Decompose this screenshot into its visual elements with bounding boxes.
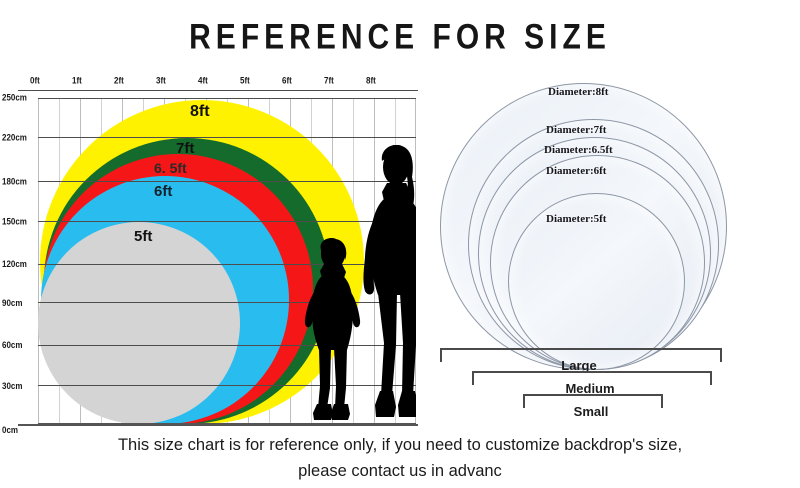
y-tick-30cm: 30cm [2, 381, 23, 392]
y-tick-220cm: 220cm [2, 132, 27, 143]
child-silhouette [304, 238, 361, 420]
diameter-disc-panel: Diameter:8ft Diameter:7ft Diameter:6.5ft… [430, 55, 740, 375]
disc-label-6.5ft: Diameter:6.5ft [544, 144, 613, 156]
x-tick-7ft: 7ft [324, 75, 334, 86]
y-tick-0cm: 0cm [2, 425, 19, 436]
x-axis-line [18, 90, 418, 91]
y-tick-120cm: 120cm [2, 259, 27, 270]
y-tick-90cm: 90cm [2, 298, 23, 309]
bracket-small-span [523, 394, 663, 408]
ring-label-6.5ft: 6. 5ft [154, 160, 187, 176]
page-title: REFERENCE FOR SIZE [189, 18, 611, 57]
disc-label-8ft: Diameter:8ft [548, 86, 609, 98]
height-comparison-chart: 0ft 1ft 2ft 3ft 4ft 5ft 6ft 7ft 8ft 250c… [0, 60, 430, 435]
bracket-label-large: Large [561, 358, 597, 373]
ring-label-6ft: 6ft [154, 183, 173, 200]
x-tick-6ft: 6ft [282, 75, 292, 86]
x-tick-4ft: 4ft [198, 75, 208, 86]
x-tick-0ft: 0ft [30, 75, 40, 86]
bracket-large-span [440, 348, 722, 362]
ring-label-5ft: 5ft [134, 228, 153, 245]
disc-label-7ft: Diameter:7ft [546, 124, 607, 136]
y-tick-250cm: 250cm [2, 92, 27, 103]
ring-label-7ft: 7ft [176, 140, 195, 157]
bracket-label-medium: Medium [565, 381, 615, 396]
caption-line-1: This size chart is for reference only, i… [117, 436, 683, 454]
baseline-axis [18, 424, 418, 426]
y-tick-150cm: 150cm [2, 216, 27, 227]
y-tick-180cm: 180cm [2, 176, 27, 187]
disc-5ft [508, 193, 685, 370]
caption-line-2: please contact us in advanc [298, 462, 502, 480]
x-tick-8ft: 8ft [366, 75, 376, 86]
y-tick-60cm: 60cm [2, 340, 23, 351]
disc-label-6ft: Diameter:6ft [546, 165, 607, 177]
x-tick-1ft: 1ft [72, 75, 82, 86]
bracket-medium-span [472, 371, 712, 385]
adult-woman-silhouette [363, 145, 416, 417]
caption-block: This size chart is for reference only, i… [0, 432, 800, 484]
ring-label-8ft: 8ft [190, 103, 210, 120]
disc-label-5ft: Diameter:5ft [546, 213, 607, 225]
x-tick-5ft: 5ft [240, 75, 250, 86]
x-tick-2ft: 2ft [114, 75, 124, 86]
plot-area: 8ft 7ft 6. 5ft 6ft 5ft [38, 98, 416, 424]
x-tick-3ft: 3ft [156, 75, 166, 86]
bracket-label-small: Small [573, 404, 609, 419]
ring-5ft [38, 222, 240, 424]
